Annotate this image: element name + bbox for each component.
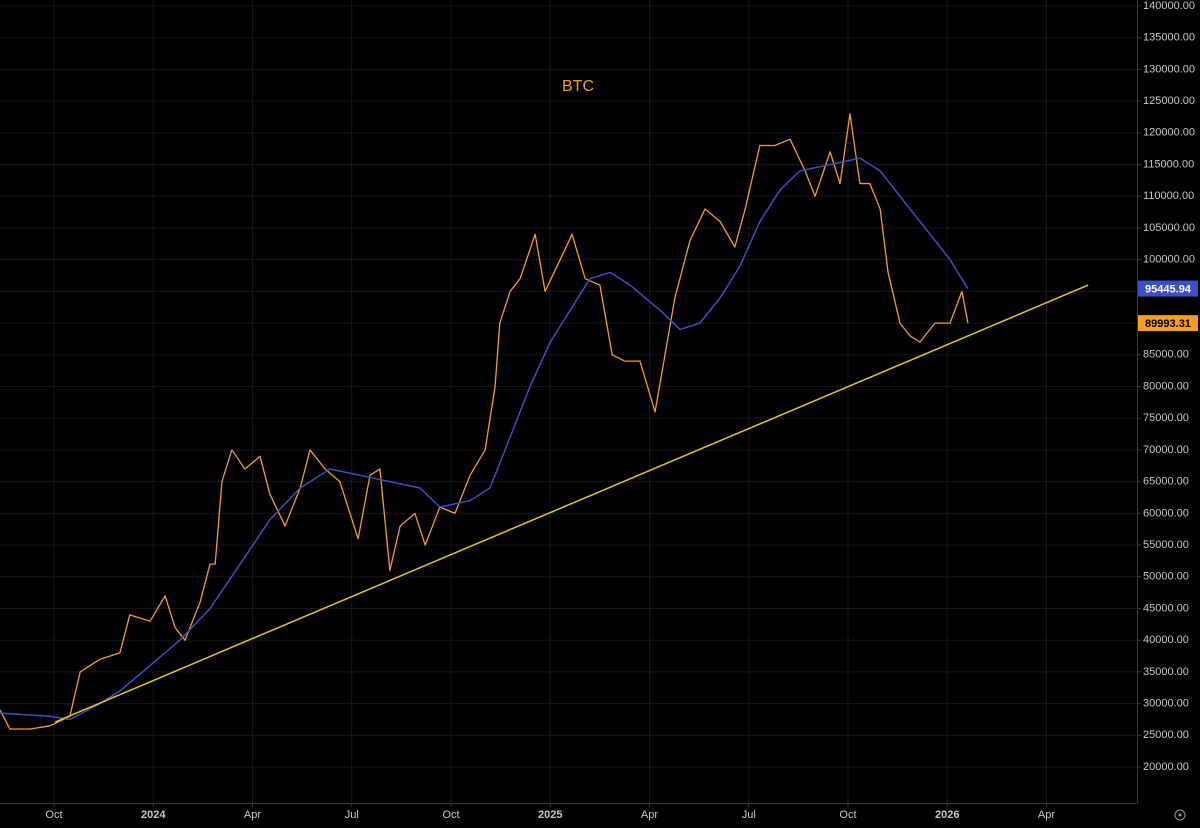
chart-title: BTC [562, 78, 594, 95]
x-tick-label: Jul [742, 809, 756, 821]
y-tick-label: 140000.00 [1143, 0, 1195, 12]
y-tick-label: 135000.00 [1143, 32, 1195, 44]
series-line [0, 113, 969, 730]
y-tick-label: 70000.00 [1143, 444, 1189, 456]
y-tick-label: 75000.00 [1143, 412, 1189, 424]
axes: 140000.00 135000.00 130000.00 125000.00 1200… [45, 0, 1198, 821]
y-tick-label: 85000.00 [1143, 349, 1189, 361]
y-tick-label: 105000.00 [1143, 222, 1195, 234]
y-tick-label: 45000.00 [1143, 602, 1189, 614]
price-label-box [1138, 315, 1198, 332]
y-tick-label: 25000.00 [1143, 729, 1189, 741]
plot-area [0, 113, 1089, 730]
y-tick-label: 130000.00 [1143, 63, 1195, 75]
x-tick-label: Oct [442, 809, 459, 821]
y-tick-label: 115000.00 [1143, 158, 1194, 170]
y-tick-label: 110000.00 [1143, 190, 1194, 202]
x-tick-label: Apr [641, 809, 658, 821]
grid [0, 0, 1137, 803]
price-label: 89993.31 [1145, 318, 1191, 330]
y-tick-label: 35000.00 [1143, 666, 1189, 678]
price-label: 95445.94 [1145, 283, 1192, 295]
x-tick-label: 2025 [538, 809, 562, 821]
x-tick-label: Jul [345, 809, 359, 821]
series-line [0, 157, 969, 721]
price-label-box [1138, 280, 1198, 297]
y-tick-label: 100000.00 [1143, 254, 1195, 266]
x-tick-label: Oct [45, 809, 62, 821]
y-tick-label: 120000.00 [1143, 127, 1195, 139]
y-tick-label: 50000.00 [1143, 571, 1189, 583]
y-tick-label: 30000.00 [1143, 698, 1189, 710]
settings-icon[interactable] [1174, 809, 1186, 821]
y-tick-label: 20000.00 [1143, 761, 1189, 773]
x-tick-label: 2024 [141, 809, 166, 821]
y-tick-label: 80000.00 [1143, 380, 1189, 392]
x-tick-label: Oct [839, 809, 856, 821]
y-tick-label: 40000.00 [1143, 634, 1189, 646]
y-tick-label: 55000.00 [1143, 539, 1189, 551]
y-tick-label: 60000.00 [1143, 507, 1189, 519]
x-tick-label: 2026 [935, 809, 959, 821]
x-tick-label: Apr [244, 809, 261, 821]
y-tick-label: 125000.00 [1143, 95, 1195, 107]
series-line [54, 284, 1089, 723]
x-tick-label: Apr [1038, 809, 1055, 821]
y-tick-label: 65000.00 [1143, 476, 1189, 488]
